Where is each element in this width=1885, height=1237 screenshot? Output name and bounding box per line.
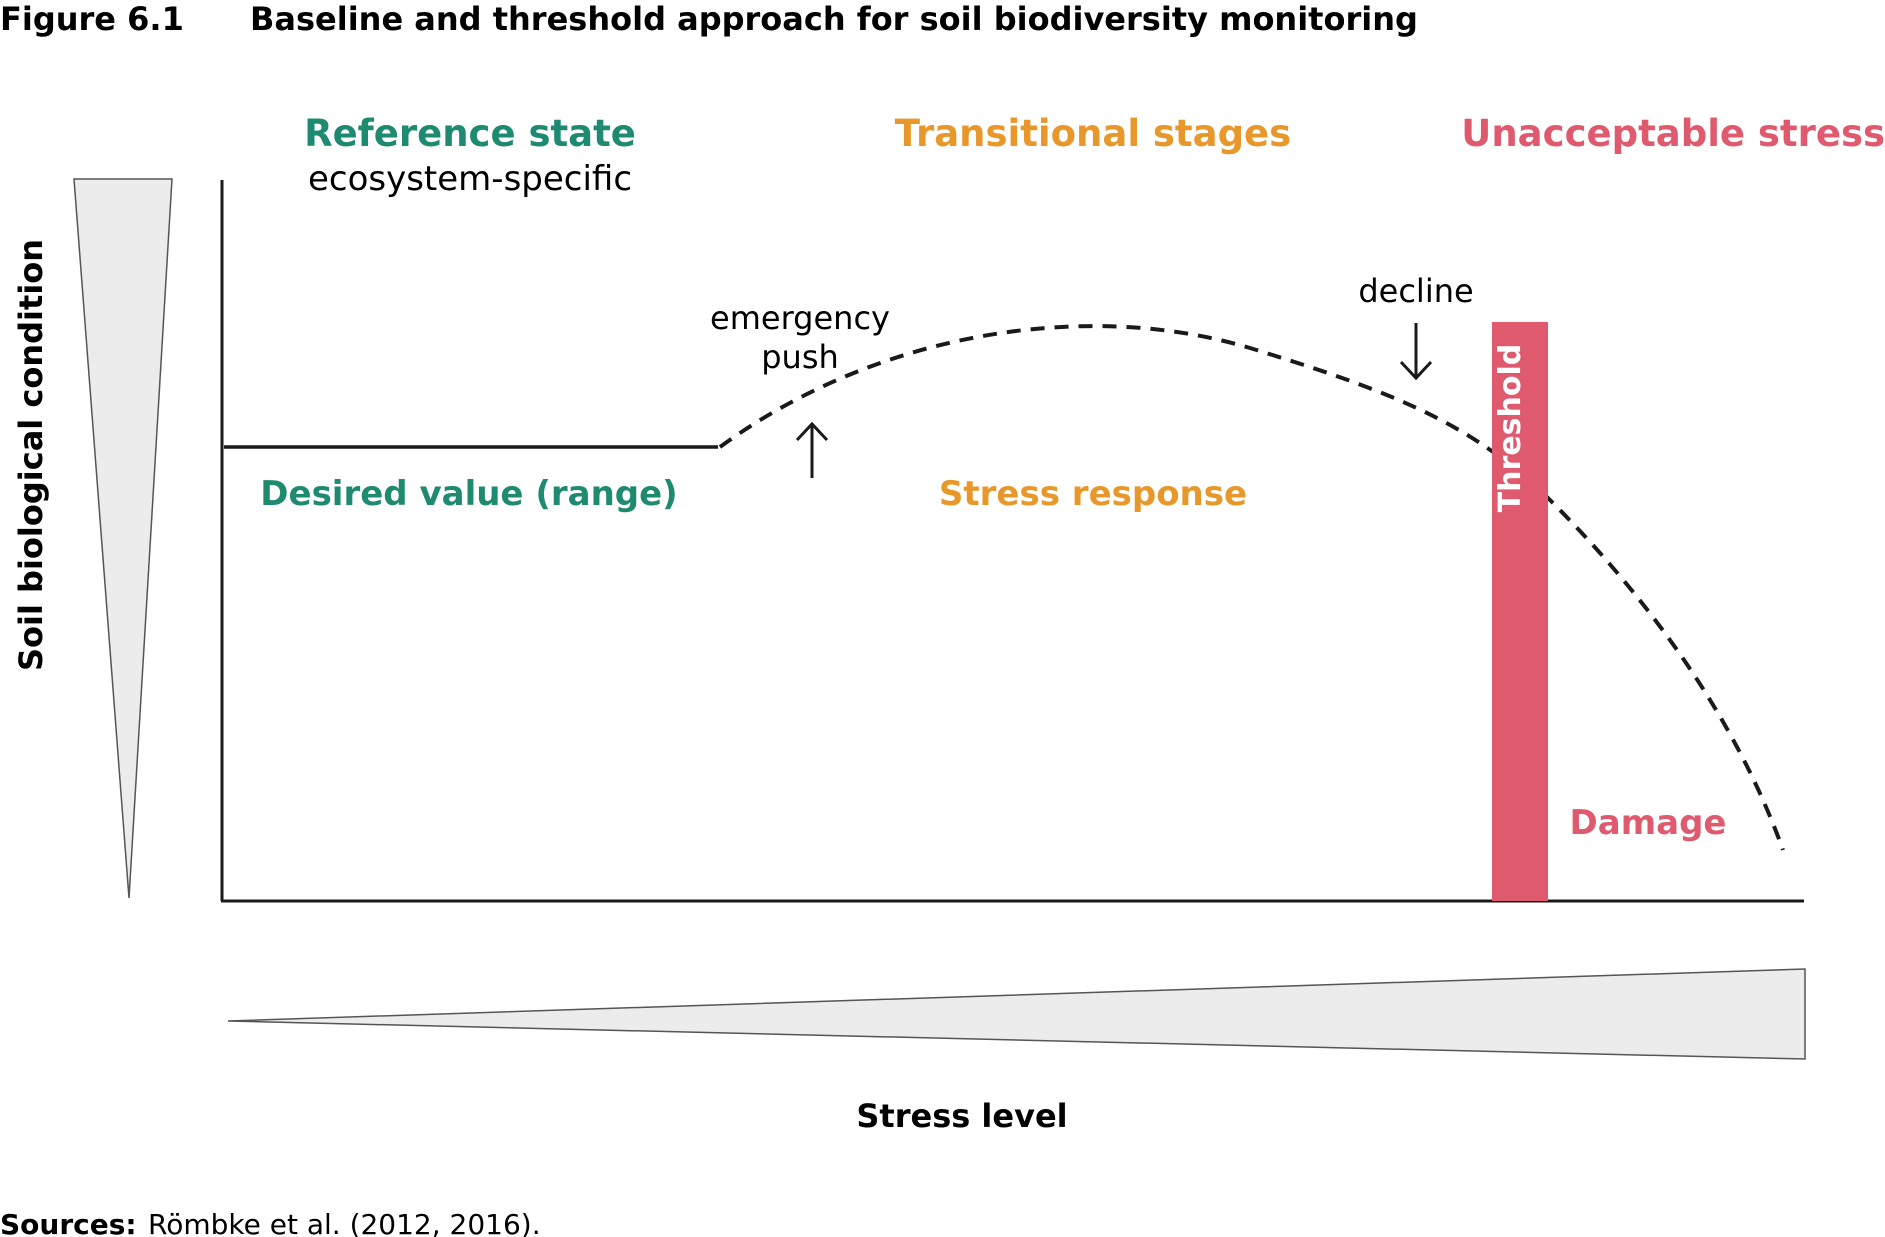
damage-label: Damage xyxy=(1570,803,1727,843)
condition-wedge xyxy=(73,178,173,899)
y-axis-label: Soil biological condition xyxy=(12,239,50,671)
figure-number: Figure 6.1 xyxy=(0,0,184,38)
down-arrow-icon xyxy=(1399,323,1433,381)
threshold-label: Threshold xyxy=(1493,344,1528,513)
threshold-bar xyxy=(1492,322,1548,901)
transitional-stages-header: Transitional stages xyxy=(895,112,1291,155)
emergency-push-label-line2: push xyxy=(761,338,839,376)
stress-response-curve xyxy=(718,324,1785,851)
sources-text: Römbke et al. (2012, 2016). xyxy=(148,1208,541,1237)
decline-label: decline xyxy=(1358,272,1473,310)
unacceptable-stress-header: Unacceptable stress xyxy=(1461,112,1885,155)
figure-title: Baseline and threshold approach for soil… xyxy=(250,0,1418,38)
emergency-push-label-line1: emergency xyxy=(710,299,890,337)
stress-response-label: Stress response xyxy=(939,474,1247,514)
x-axis-label: Stress level xyxy=(856,1097,1067,1135)
up-arrow-icon xyxy=(795,421,829,478)
sources-label: Sources: xyxy=(0,1208,137,1237)
stress-wedge xyxy=(227,968,1806,1060)
reference-state-sublabel: ecosystem-specific xyxy=(308,159,632,199)
desired-value-label: Desired value (range) xyxy=(260,474,677,514)
reference-state-header: Reference state xyxy=(304,112,636,155)
